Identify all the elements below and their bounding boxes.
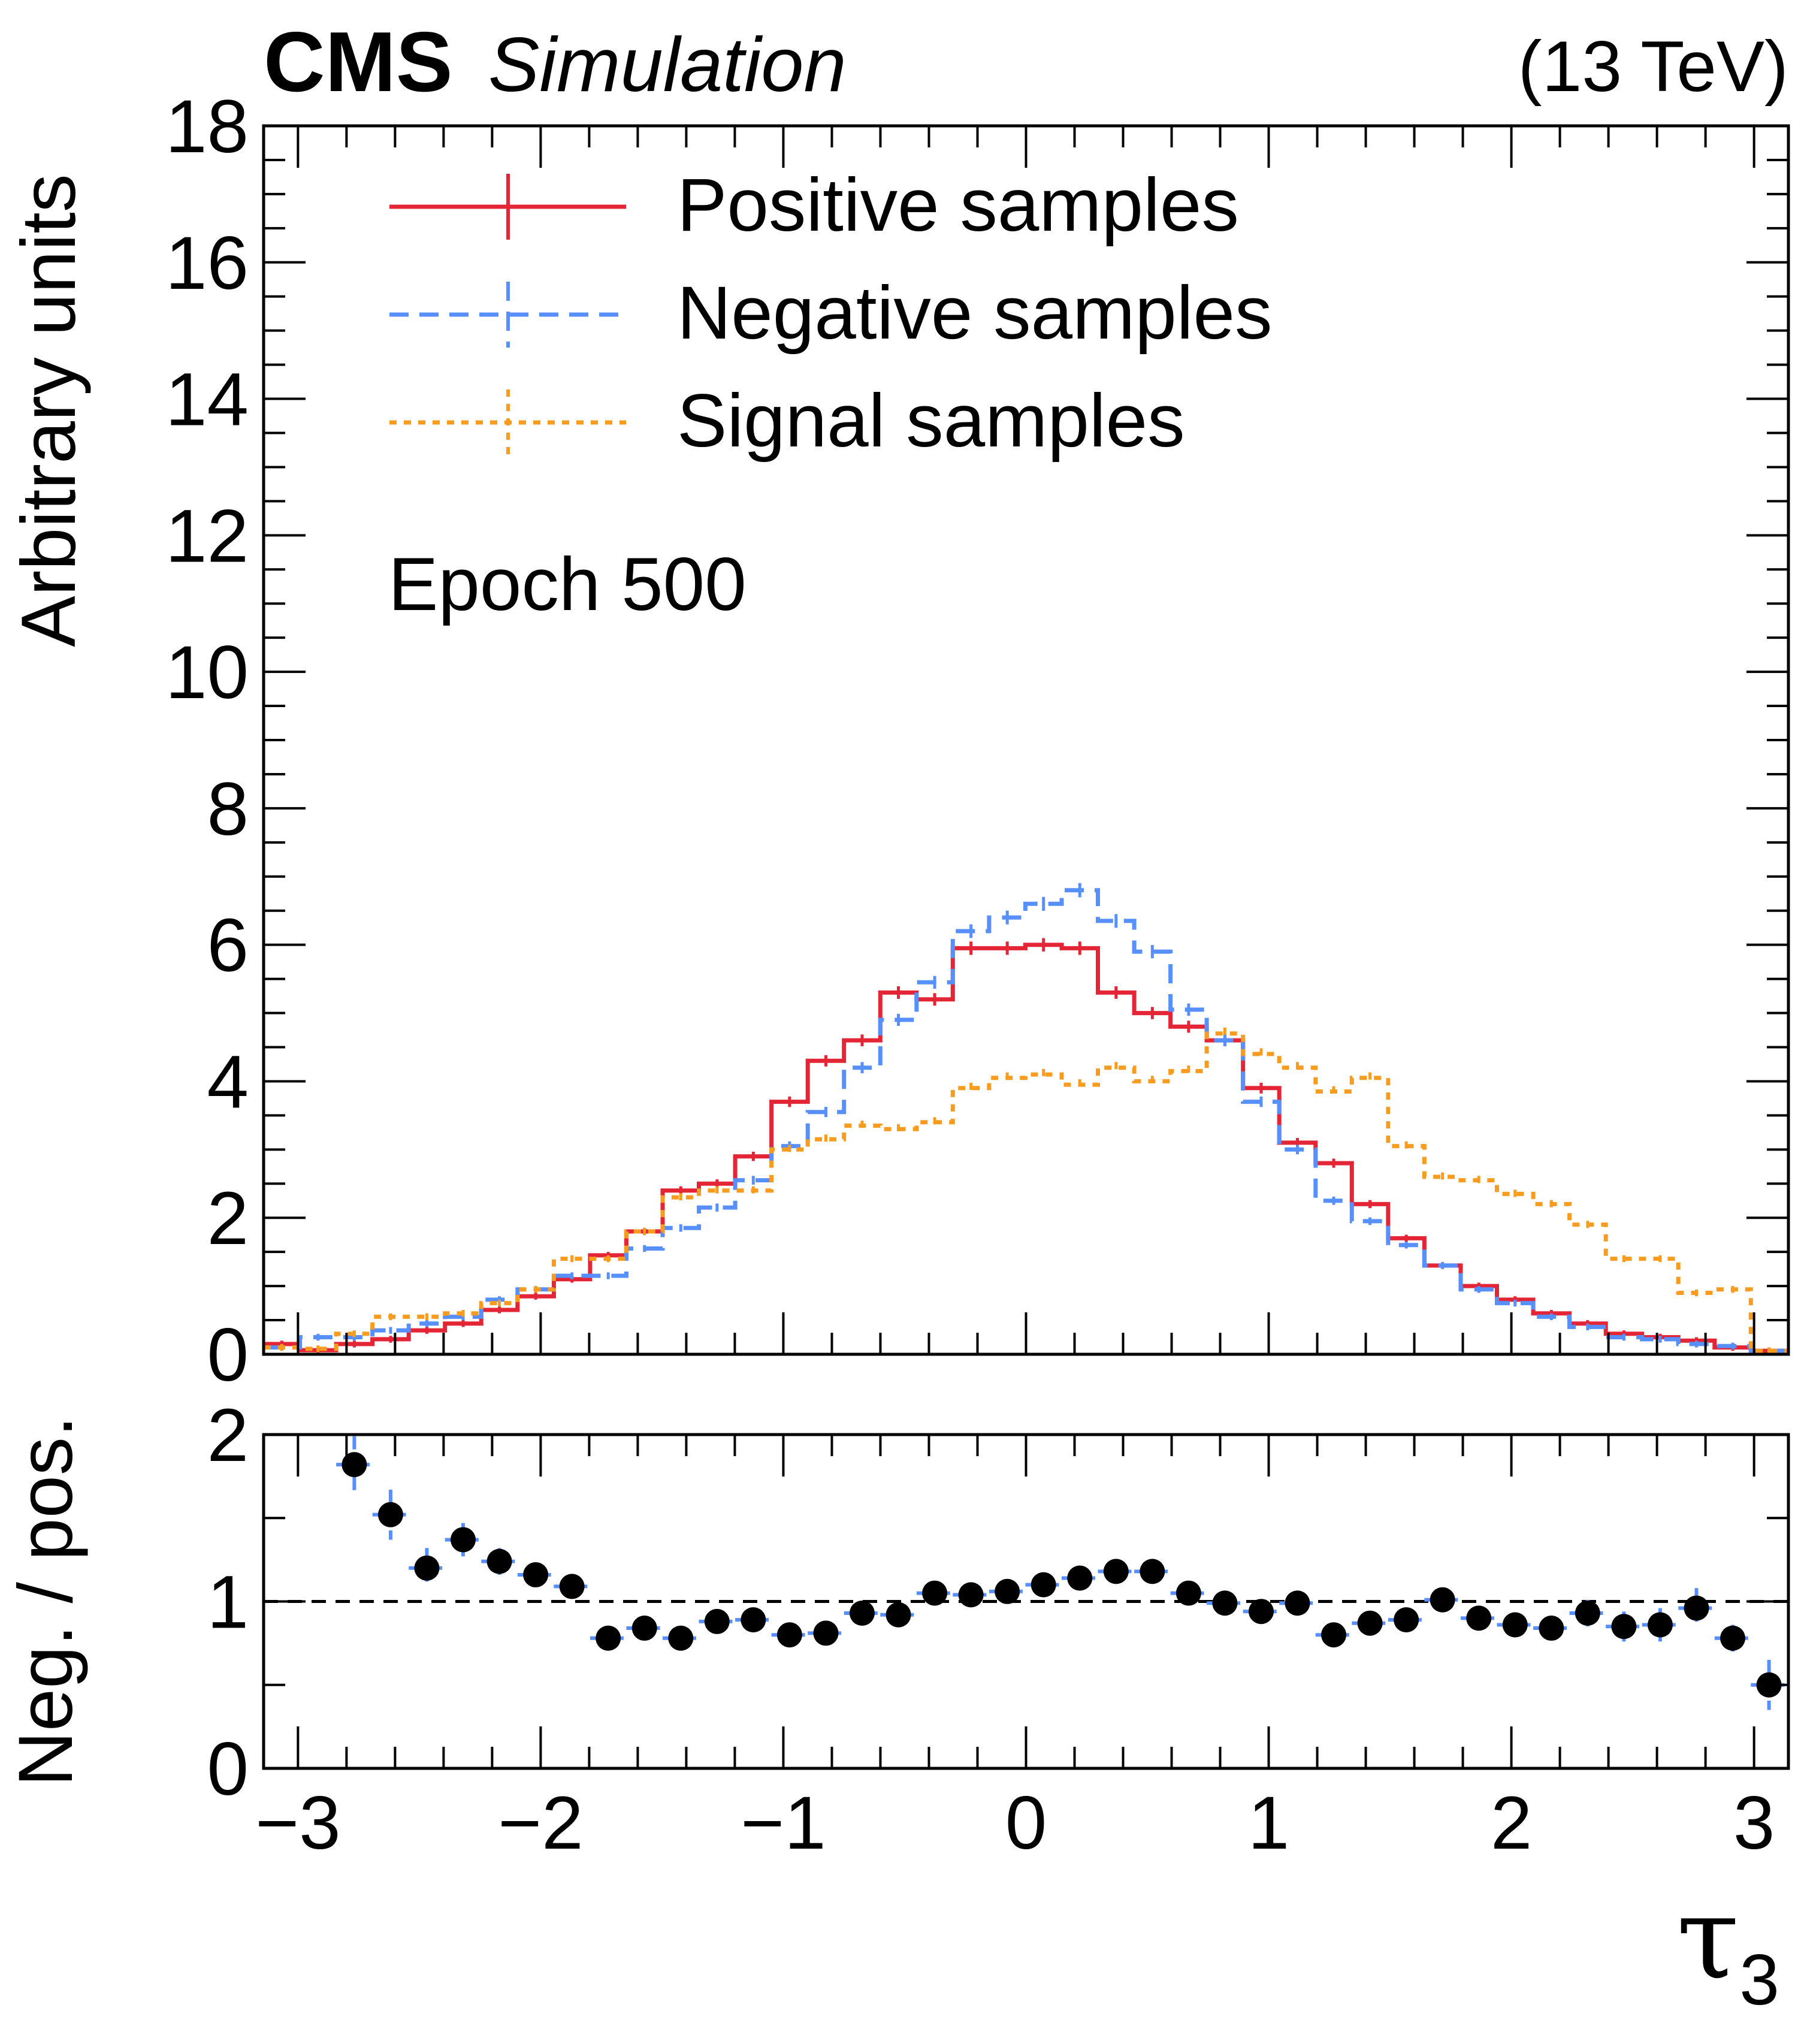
ratio-point: [995, 1578, 1020, 1604]
ratio-point: [450, 1527, 476, 1553]
x-tick-labels: −3 −2 −1 0 1 2 3: [255, 1782, 1775, 1865]
ratio-y-tick-label: 1: [207, 1561, 249, 1644]
ratio-point: [559, 1574, 585, 1599]
main-y-tick-labels: 0 2 4 6 8 10 12 14 16 18: [165, 85, 249, 1397]
ratio-point: [1140, 1559, 1165, 1584]
ratio-point: [1684, 1595, 1709, 1621]
ratio-point: [486, 1548, 512, 1574]
ratio-point: [1067, 1565, 1093, 1591]
x-axis-label-symbol: τ: [1676, 1872, 1739, 2004]
ratio-point: [377, 1502, 403, 1527]
main-y-tick-label: 18: [165, 85, 249, 168]
ratio-point: [958, 1582, 984, 1608]
ratio-point: [1357, 1610, 1383, 1636]
ratio-point: [849, 1600, 875, 1626]
ratio-point: [922, 1580, 948, 1606]
ratio-point: [1539, 1616, 1564, 1641]
ratio-point: [1103, 1559, 1129, 1584]
ratio-point: [631, 1616, 657, 1641]
x-tick-label: −1: [741, 1782, 826, 1865]
ratio-point: [1394, 1607, 1419, 1633]
main-panel: 0 2 4 6 8 10 12 14 16 18 Arbitrary units Positive…: [6, 85, 1790, 1397]
series-0-histogram: [264, 943, 1787, 1353]
main-y-tick-label: 8: [207, 768, 249, 851]
series-2-histogram: [264, 1031, 1787, 1353]
main-y-tick-label: 12: [165, 494, 249, 578]
ratio-point: [1502, 1612, 1528, 1638]
energy-label: (13 TeV): [1518, 26, 1788, 107]
main-plot-area: [264, 883, 1787, 1354]
main-y-tick-label: 4: [207, 1040, 249, 1124]
ratio-point: [741, 1607, 766, 1633]
x-tick-label: 3: [1733, 1782, 1775, 1865]
main-y-axis-label: Arbitrary units: [6, 174, 92, 647]
ratio-point: [1176, 1580, 1201, 1606]
legend-negative-label: Negative samples: [677, 271, 1273, 355]
ratio-point: [1321, 1622, 1347, 1648]
ratio-point: [414, 1555, 440, 1581]
x-tick-label: 0: [1005, 1782, 1047, 1865]
ratio-point: [1575, 1600, 1600, 1626]
ratio-point: [1212, 1590, 1238, 1616]
main-ticks: [264, 125, 1788, 1355]
main-y-tick-label: 14: [165, 358, 249, 442]
ratio-plot-area: [264, 1436, 1788, 1710]
x-tick-label: 1: [1248, 1782, 1290, 1865]
legend-positive-label: Positive samples: [677, 164, 1239, 247]
ratio-y-tick-label: 0: [207, 1728, 249, 1811]
experiment-label: CMS: [264, 14, 453, 110]
status-label: Simulation: [488, 22, 847, 108]
x-axis-label: τ3: [1676, 1872, 1779, 2020]
ratio-point: [1611, 1614, 1637, 1640]
legend: Positive samples Negative samples Signal…: [389, 164, 1273, 463]
ratio-point: [668, 1625, 694, 1651]
ratio-point: [813, 1620, 839, 1646]
ratio-point: [596, 1625, 621, 1651]
ratio-point: [776, 1622, 802, 1648]
main-y-tick-label: 2: [207, 1177, 249, 1260]
legend-entry-negative: Negative samples: [389, 271, 1273, 355]
series-1-histogram: [264, 888, 1787, 1353]
legend-entry-positive: Positive samples: [389, 164, 1239, 247]
legend-entry-signal: Signal samples: [389, 379, 1185, 463]
main-y-tick-label: 10: [165, 631, 249, 714]
main-y-tick-label: 16: [165, 222, 249, 305]
ratio-point: [1285, 1590, 1310, 1616]
main-y-tick-label: 6: [207, 904, 249, 988]
ratio-point: [1720, 1625, 1746, 1651]
ratio-point: [886, 1602, 911, 1628]
ratio-point: [1031, 1572, 1056, 1598]
ratio-point: [1647, 1612, 1673, 1638]
ratio-point: [342, 1452, 367, 1478]
ratio-ticks: [264, 1433, 1788, 1770]
x-tick-label: −2: [498, 1782, 584, 1865]
x-axis-label-subscript: 3: [1739, 1940, 1779, 2020]
ratio-point: [1430, 1587, 1455, 1613]
ratio-point: [523, 1562, 549, 1587]
ratio-point: [1248, 1599, 1274, 1625]
legend-signal-label: Signal samples: [677, 379, 1185, 463]
ratio-point: [1466, 1605, 1492, 1631]
epoch-annotation: Epoch 500: [388, 543, 747, 626]
ratio-point: [704, 1608, 730, 1634]
ratio-y-tick-label: 2: [207, 1394, 249, 1477]
main-y-tick-label: 0: [207, 1314, 249, 1397]
ratio-panel: 0 1 2 −3 −2 −1 0 1 2 3 Neg. / pos. τ3: [3, 1394, 1790, 2020]
ratio-y-tick-labels: 0 1 2: [207, 1394, 249, 1811]
x-tick-label: 2: [1491, 1782, 1533, 1865]
ratio-y-axis-label: Neg. / pos.: [3, 1416, 89, 1787]
x-tick-label: −3: [255, 1782, 341, 1865]
